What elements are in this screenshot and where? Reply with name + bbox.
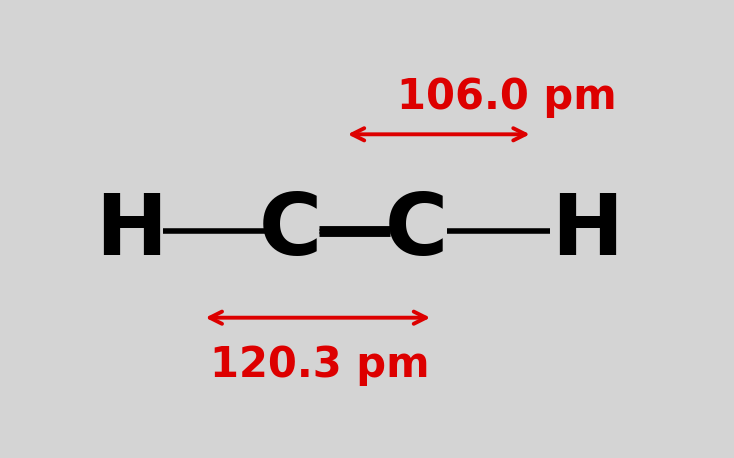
Text: C: C — [385, 190, 448, 273]
Text: 120.3 pm: 120.3 pm — [209, 344, 429, 386]
Text: H: H — [550, 190, 622, 273]
Text: 106.0 pm: 106.0 pm — [397, 76, 617, 118]
Text: C: C — [259, 190, 322, 273]
Text: H: H — [95, 190, 167, 273]
